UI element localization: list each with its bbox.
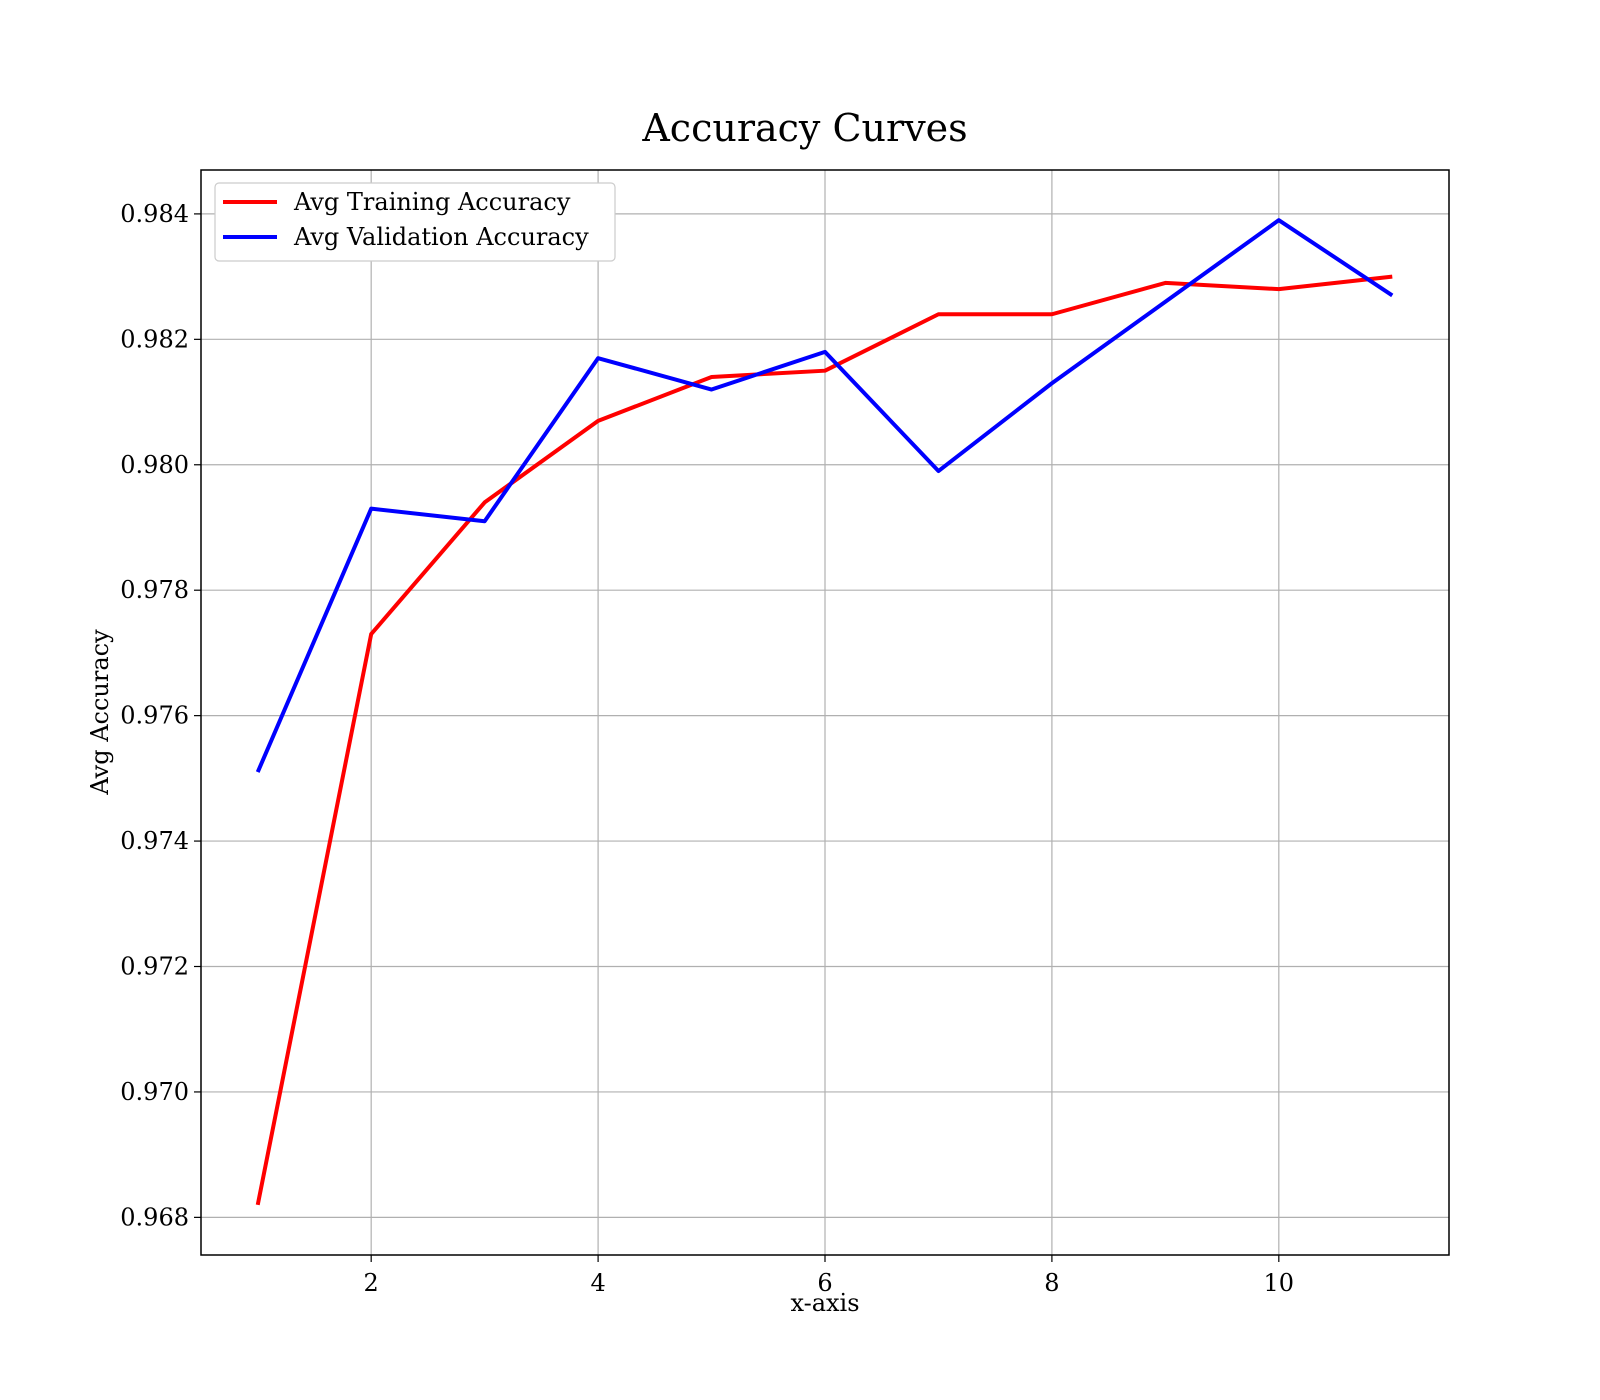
legend: Avg Training Accuracy Avg Validation Acc… [214, 182, 616, 262]
x-axis-label: x-axis [790, 1289, 859, 1317]
y-tick-label: 0.968 [120, 1203, 189, 1231]
grid-lines [201, 170, 1449, 1255]
y-tick-label: 0.982 [120, 325, 189, 353]
y-tick-label: 0.972 [120, 953, 189, 981]
series-line-training [255, 274, 1393, 1206]
y-tick-label: 0.974 [120, 827, 189, 855]
x-tick-label: 10 [1264, 1269, 1295, 1297]
y-tick-label: 0.970 [120, 1078, 189, 1106]
x-tick-label: 2 [364, 1269, 379, 1297]
y-axis-label: Avg Accuracy [86, 629, 114, 796]
series-lines [255, 218, 1394, 1206]
x-tick-label: 6 [817, 1269, 832, 1297]
legend-label-training: Avg Training Accuracy [293, 188, 571, 216]
x-tick-label: 4 [590, 1269, 605, 1297]
y-tick-label: 0.984 [120, 200, 189, 228]
y-tick-label: 0.978 [120, 576, 189, 604]
y-tick-label: 0.980 [120, 451, 189, 479]
x-axis-ticks: 2 4 6 8 10 [364, 1255, 1295, 1297]
legend-label-validation: Avg Validation Accuracy [293, 223, 589, 251]
chart-title: Accuracy Curves [641, 106, 967, 150]
y-tick-label: 0.976 [120, 702, 189, 730]
x-tick-label: 8 [1044, 1269, 1059, 1297]
y-axis-ticks: 0.968 0.970 0.972 0.974 0.976 0.978 0.980 0.982… [120, 200, 201, 1231]
series-line-validation [255, 218, 1394, 773]
legend-box [214, 182, 616, 262]
